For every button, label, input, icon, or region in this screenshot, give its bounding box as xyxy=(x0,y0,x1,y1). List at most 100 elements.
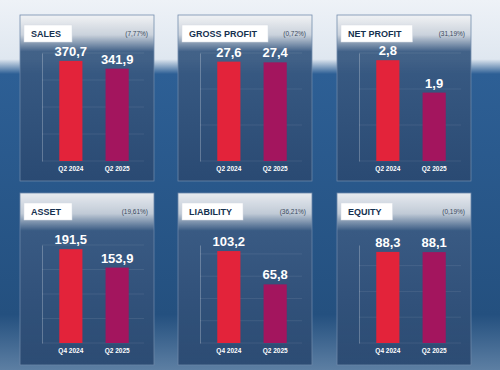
chart-subtitle: (0,72%) xyxy=(283,30,306,38)
data-label: 191,5 xyxy=(55,232,88,247)
bar xyxy=(423,252,446,343)
x-tick: Q2 2024 xyxy=(58,161,83,173)
x-tick: Q2 2025 xyxy=(105,161,130,173)
x-tick: Q4 2024 xyxy=(375,343,400,355)
title-box: ASSET xyxy=(24,203,72,220)
title-background xyxy=(341,203,393,220)
x-axis: Q2 2024 Q2 2025 xyxy=(209,161,297,173)
data-label: 341,9 xyxy=(101,52,134,67)
chart-title: GROSS PROFIT xyxy=(189,29,258,39)
bar xyxy=(264,62,287,161)
data-label: 27,6 xyxy=(216,45,241,60)
x-axis-line xyxy=(209,161,297,162)
x-tick-label: Q2 2024 xyxy=(216,165,241,173)
chart-subtitle: (0,19%) xyxy=(442,208,465,216)
x-axis-line xyxy=(209,343,297,344)
background xyxy=(0,0,500,370)
y-axis-line xyxy=(359,54,360,162)
data-labels: 103,2 65,8 xyxy=(213,234,288,282)
x-tick-label: Q2 2025 xyxy=(105,347,130,355)
y-axis xyxy=(359,54,361,162)
title-box: EQUITY xyxy=(341,203,393,220)
y-axis xyxy=(200,246,202,344)
x-axis-line xyxy=(368,343,456,344)
grid-line xyxy=(200,253,302,254)
y-axis xyxy=(359,246,361,344)
bar xyxy=(217,251,240,343)
data-label: 103,2 xyxy=(213,234,246,249)
chart-panel: Q4 2024Q2 2025191,5153,9ASSET(19,61%) xyxy=(20,193,154,365)
x-axis: Q2 2024 Q2 2025 xyxy=(368,161,456,173)
title-background xyxy=(182,203,243,220)
x-tick-label: Q2 2025 xyxy=(105,165,130,173)
x-tick: Q2 2024 xyxy=(216,161,241,173)
data-labels: 2,81,9 xyxy=(379,43,443,90)
bar xyxy=(264,284,287,343)
x-axis-line xyxy=(368,161,456,162)
title-background xyxy=(24,203,72,220)
grid xyxy=(42,245,144,343)
grid xyxy=(200,254,302,343)
bar xyxy=(59,61,82,161)
x-tick: Q4 2024 xyxy=(216,343,241,355)
data-label: 65,8 xyxy=(263,267,288,282)
x-tick: Q2 2025 xyxy=(422,343,447,355)
bar xyxy=(59,249,82,343)
x-tick-label: Q2 2025 xyxy=(263,347,288,355)
x-tick-label: Q2 2024 xyxy=(375,165,400,173)
chart-panel: Q4 2024 Q2 2025 103,2 65,8 LIABILITY (36,21%) xyxy=(178,193,312,365)
bars xyxy=(59,61,128,161)
title-box: LIABILITY xyxy=(182,203,243,220)
chart-subtitle: (36,21%) xyxy=(280,208,306,216)
y-axis-line xyxy=(42,54,43,162)
x-tick-label: Q2 2025 xyxy=(422,165,447,173)
panel-background xyxy=(20,193,154,365)
data-labels: 191,5 153,9 xyxy=(55,232,134,265)
title-box: SALES xyxy=(24,25,72,42)
panel-background xyxy=(178,15,312,181)
x-axis-line xyxy=(51,161,139,162)
chart-title: EQUITY xyxy=(348,207,382,217)
panel-background xyxy=(337,15,471,181)
data-label: 2,8 xyxy=(379,43,397,58)
x-axis: Q4 2024 Q2 2025 xyxy=(368,343,456,355)
data-labels: 88,388,1 xyxy=(375,235,447,250)
chart-subtitle: (31,19%) xyxy=(439,30,465,38)
bar xyxy=(106,69,129,161)
bar xyxy=(423,93,446,161)
data-label: 370,7 xyxy=(55,44,88,59)
title-background xyxy=(182,25,268,42)
x-tick: Q2 2025 xyxy=(105,343,130,355)
bar xyxy=(376,60,399,161)
chart-panel: Q4 2024 Q2 2025 88,388,1 EQUITY (0,19%) xyxy=(337,193,471,365)
x-tick-label: Q2 2025 xyxy=(422,347,447,355)
bars xyxy=(217,62,286,161)
y-axis-line xyxy=(200,246,201,344)
grid xyxy=(42,53,144,161)
bar xyxy=(376,252,399,343)
x-tick: Q2 2024 xyxy=(375,161,400,173)
panel-background xyxy=(178,193,312,365)
y-axis-line xyxy=(42,246,43,344)
grid xyxy=(359,53,461,161)
x-tick: Q2 2025 xyxy=(422,161,447,173)
title-box: NET PROFIT xyxy=(341,25,413,42)
bar xyxy=(217,62,240,161)
grid xyxy=(200,53,302,161)
x-axis-line xyxy=(51,343,139,344)
x-axis: Q4 2024 Q2 2025 xyxy=(209,343,297,355)
data-label: 153,9 xyxy=(101,251,134,266)
chart-panel: Q2 2024 Q2 2025 27,6 27,4 GROSS PROFIT (0,72%… xyxy=(178,15,312,181)
y-axis-line xyxy=(200,54,201,162)
y-axis xyxy=(200,54,202,162)
x-tick-label: Q2 2025 xyxy=(263,165,288,173)
data-label: 27,4 xyxy=(263,45,289,60)
title-box: GROSS PROFIT xyxy=(182,25,268,42)
chart-subtitle: (19,61%) xyxy=(122,208,148,216)
chart-title: ASSET xyxy=(31,207,62,217)
chart-panel: Q2 2024Q2 2025370,7341,9SALES(7,77%) xyxy=(20,15,154,181)
x-tick-label: Q2 2024 xyxy=(58,165,83,173)
bars xyxy=(376,252,445,343)
x-tick: Q2 2025 xyxy=(263,161,288,173)
grid-line xyxy=(359,53,461,54)
